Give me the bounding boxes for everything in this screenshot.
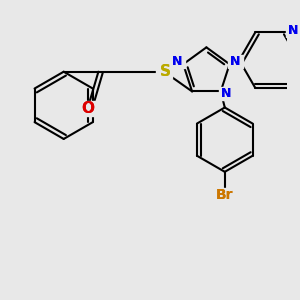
Bar [79, 101, 97, 116]
Text: Br: Br [216, 188, 233, 203]
Text: N: N [221, 86, 232, 100]
Bar [213, 188, 236, 203]
Bar [228, 55, 243, 68]
Text: N: N [230, 55, 241, 68]
Bar [170, 55, 185, 68]
Text: O: O [81, 101, 94, 116]
Text: N: N [230, 55, 241, 68]
Text: S: S [160, 64, 170, 79]
Text: O: O [81, 101, 94, 116]
Text: N: N [288, 24, 298, 37]
Text: Br: Br [216, 188, 233, 203]
Text: N: N [172, 55, 183, 68]
Text: N: N [172, 55, 183, 68]
Text: S: S [160, 64, 170, 79]
Text: N: N [288, 24, 298, 37]
Bar [286, 24, 300, 37]
Text: N: N [221, 86, 232, 100]
Bar [156, 65, 172, 78]
Bar [219, 87, 234, 100]
